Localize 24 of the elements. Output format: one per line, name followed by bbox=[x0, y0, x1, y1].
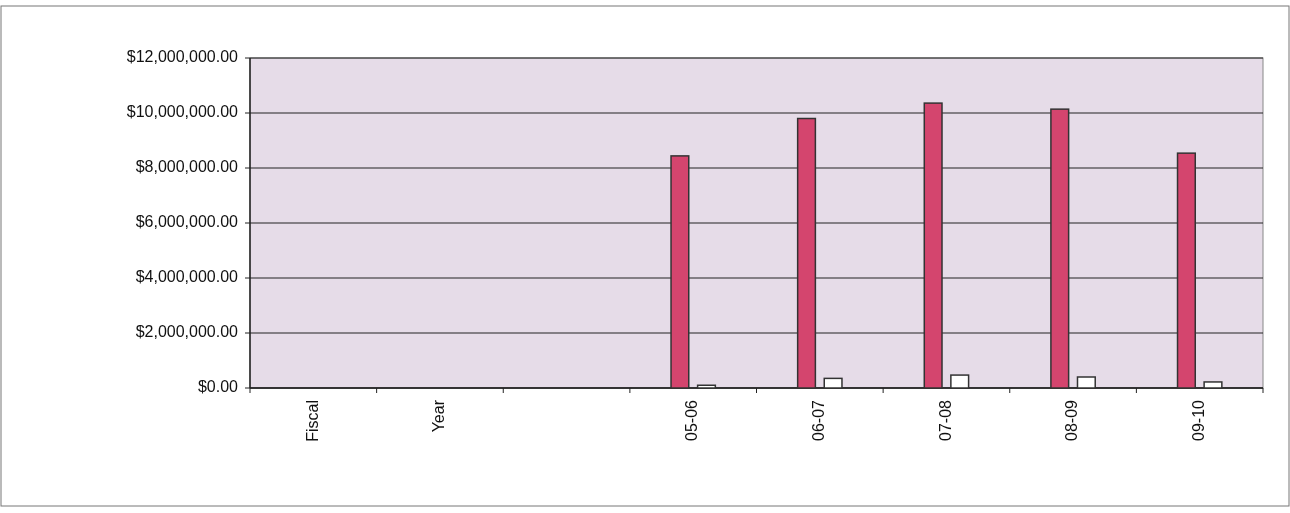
x-tick-label: 05-06 bbox=[683, 399, 701, 441]
bar bbox=[1176, 152, 1197, 389]
y-tick-label: $0.00 bbox=[197, 378, 239, 396]
y-tick-label: $4,000,000.00 bbox=[135, 268, 239, 286]
x-tick-label: 07-08 bbox=[936, 399, 954, 441]
x-tick-label: 08-09 bbox=[1063, 399, 1081, 441]
x-tick-label: 09-10 bbox=[1189, 399, 1207, 441]
y-tick-label: $12,000,000.00 bbox=[126, 48, 239, 66]
y-tick-label: $8,000,000.00 bbox=[135, 158, 239, 176]
x-tick-label: Fiscal bbox=[303, 400, 321, 442]
bar bbox=[823, 377, 843, 389]
y-tick-label: $6,000,000.00 bbox=[135, 213, 239, 231]
bar bbox=[1050, 108, 1070, 389]
bar bbox=[796, 117, 817, 389]
x-tick-label: 06-07 bbox=[810, 399, 828, 441]
bar bbox=[1203, 381, 1223, 389]
bar bbox=[696, 384, 717, 389]
x-tick-label: Year bbox=[430, 399, 448, 433]
bar bbox=[1076, 376, 1096, 389]
bar bbox=[950, 374, 970, 389]
y-tick-label: $2,000,000.00 bbox=[135, 323, 239, 341]
y-tick-label: $10,000,000.00 bbox=[126, 103, 239, 121]
bar bbox=[923, 102, 943, 389]
bar bbox=[670, 155, 690, 389]
